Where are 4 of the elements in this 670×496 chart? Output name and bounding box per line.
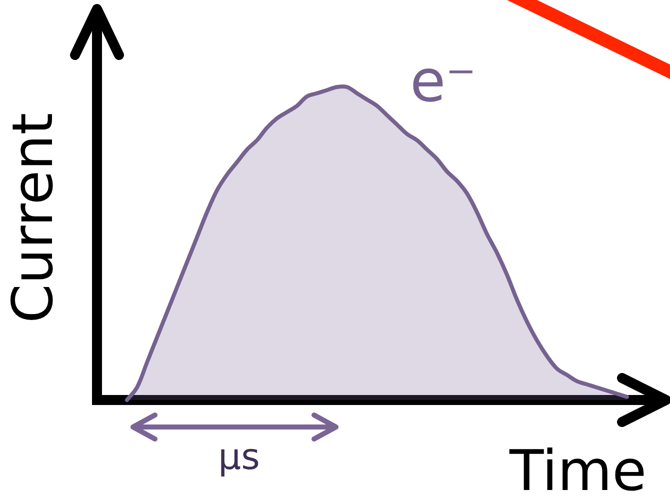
text: μs — [218, 437, 260, 478]
x-axis-title: Time — [508, 439, 647, 496]
y-axis-title: Current — [1, 112, 66, 324]
series-label: e⁻ — [410, 47, 476, 115]
